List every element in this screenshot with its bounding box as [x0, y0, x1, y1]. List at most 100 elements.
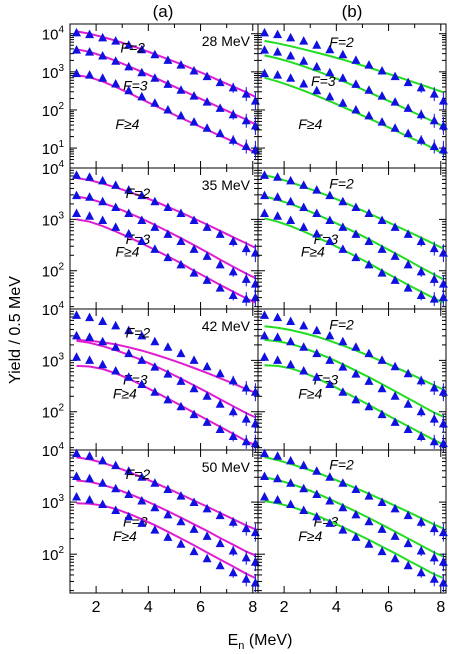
x-tick-label: 4 — [332, 599, 341, 616]
data-point — [163, 79, 173, 88]
data-point — [338, 362, 348, 371]
data-point — [429, 274, 439, 283]
y-tick-label-exponent: 3 — [58, 493, 64, 504]
energy-label: 35 MeV — [202, 177, 251, 193]
data-point — [286, 215, 296, 225]
data-point — [364, 60, 374, 69]
data-point — [260, 448, 270, 458]
data-point — [390, 361, 400, 371]
data-point — [72, 45, 82, 54]
y-tick-label: 102 — [42, 101, 65, 120]
data-point — [351, 79, 361, 88]
y-tick-label-exponent: 3 — [58, 210, 64, 221]
data-point — [176, 491, 186, 500]
data-point — [325, 518, 335, 527]
data-point — [228, 375, 238, 385]
data-point — [202, 123, 212, 132]
data-point — [403, 283, 413, 292]
data-point — [312, 208, 322, 218]
data-point — [377, 215, 387, 225]
data-point — [215, 103, 225, 112]
data-point — [215, 510, 225, 520]
data-point — [215, 538, 225, 548]
data-point — [228, 567, 238, 577]
data-point — [189, 91, 199, 100]
y-tick-label-exponent: 2 — [58, 403, 64, 414]
data-point — [202, 361, 212, 371]
data-point — [111, 180, 121, 189]
data-point — [299, 342, 309, 351]
data-point — [364, 259, 374, 269]
data-point — [338, 222, 348, 231]
data-point — [273, 355, 283, 364]
data-point — [377, 268, 387, 277]
data-point — [137, 236, 147, 246]
data-point — [273, 451, 283, 460]
data-point — [312, 61, 322, 71]
data-point — [163, 369, 173, 378]
y-tick-label: 103 — [42, 63, 65, 82]
data-point — [429, 382, 439, 392]
data-point — [163, 394, 173, 404]
x-tick-label: 2 — [280, 599, 289, 616]
data-point — [364, 236, 374, 246]
data-point — [85, 29, 95, 39]
chart-panel-4: F=2F=3F≥4 — [257, 167, 448, 310]
data-point — [390, 275, 400, 284]
data-point — [273, 312, 283, 322]
chart-panel-2: F=2 F=3 F≥4 — [257, 23, 448, 169]
data-point — [338, 525, 348, 534]
data-point — [202, 503, 212, 513]
data-point — [98, 499, 108, 508]
data-point — [260, 45, 270, 54]
data-point — [338, 49, 348, 59]
data-point — [273, 332, 283, 341]
data-point — [124, 511, 134, 521]
energy-label: 28 MeV — [202, 33, 251, 49]
data-point — [228, 431, 238, 440]
data-point — [429, 243, 439, 253]
data-point — [241, 141, 251, 150]
series-label: F≥4 — [113, 386, 137, 402]
series-label: F=2 — [126, 324, 151, 340]
chart-panel-8: 2 4 6 8F=2F=3F≥4 — [257, 448, 448, 616]
data-point — [228, 290, 238, 299]
data-point — [241, 436, 251, 446]
data-point — [163, 229, 173, 238]
data-point — [260, 471, 270, 480]
x-axis-label: En (MeV) — [228, 632, 293, 652]
y-tick-label-base: 10 — [42, 212, 59, 229]
data-point — [273, 172, 283, 181]
data-point — [163, 509, 173, 519]
data-point — [150, 478, 160, 487]
data-point — [351, 229, 361, 238]
data-point — [416, 567, 426, 577]
data-point — [150, 98, 160, 107]
data-point — [228, 266, 238, 276]
data-point — [325, 330, 335, 340]
data-point — [150, 196, 160, 206]
data-point — [241, 89, 251, 98]
data-point — [286, 499, 296, 508]
data-point — [325, 355, 335, 364]
data-point — [403, 103, 413, 112]
data-point — [325, 91, 335, 101]
data-point — [429, 141, 439, 150]
y-tick-label: 103 — [42, 351, 65, 370]
data-point — [351, 55, 361, 64]
y-tick-label-base: 10 — [42, 27, 59, 44]
data-point — [163, 202, 173, 212]
data-point — [189, 409, 199, 419]
data-point — [137, 472, 147, 481]
x-tick-label: 2 — [92, 599, 101, 616]
fit-curve-1 — [76, 338, 256, 394]
data-point — [364, 401, 374, 411]
data-point — [111, 320, 121, 330]
data-point — [98, 316, 108, 326]
data-point — [312, 489, 322, 498]
data-point — [228, 109, 238, 119]
x-axis-label-unit: (MeV) — [244, 632, 292, 649]
data-point — [403, 538, 413, 548]
